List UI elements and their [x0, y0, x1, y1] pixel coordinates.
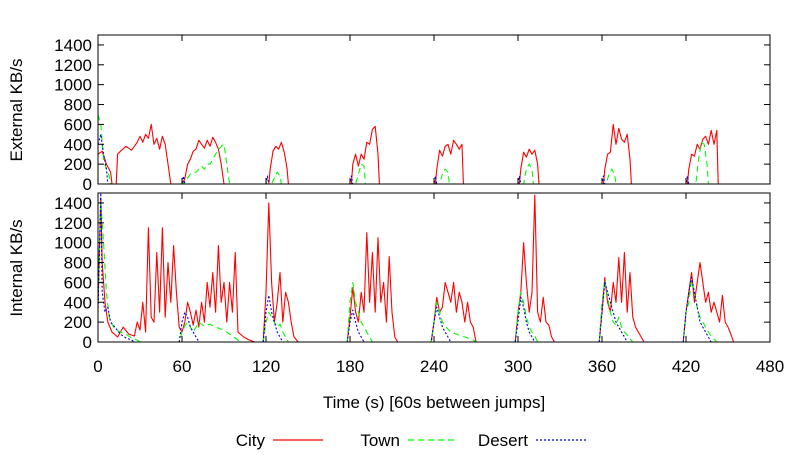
x-axis-label: Time (s) [60s between jumps]: [323, 393, 545, 412]
y-tick-label-internal: 800: [64, 254, 92, 273]
y-tick-label-external: 600: [64, 115, 92, 134]
series-line-external-city: [98, 123, 770, 184]
series-group-external: [98, 114, 770, 184]
y-tick-label-external: 1000: [54, 76, 92, 95]
y-tick-label-internal: 1400: [54, 194, 92, 213]
legend-label-city: City: [236, 431, 266, 450]
y-tick-label-external: 1400: [54, 36, 92, 55]
x-tick-label: 240: [420, 357, 448, 376]
x-tick-label: 180: [336, 357, 364, 376]
x-tick-label: 480: [756, 357, 784, 376]
y-tick-label-external: 0: [83, 175, 92, 194]
x-tick-label: 120: [252, 357, 280, 376]
y-tick-label-internal: 600: [64, 273, 92, 292]
y-tick-label-internal: 0: [83, 333, 92, 352]
y-tick-label-internal: 400: [64, 293, 92, 312]
y-axis-label-external: External KB/s: [7, 59, 26, 162]
x-tick-label: 60: [173, 357, 192, 376]
x-tick-label: 360: [588, 357, 616, 376]
series-group-internal: [98, 193, 770, 342]
series-line-internal-desert: [98, 193, 770, 342]
series-line-internal-city: [98, 194, 770, 342]
legend-label-town: Town: [360, 431, 400, 450]
legend: City Town Desert: [236, 431, 586, 450]
x-tick-label: 0: [93, 357, 102, 376]
y-tick-label-external: 800: [64, 96, 92, 115]
legend-label-desert: Desert: [478, 431, 528, 450]
y-tick-label-external: 200: [64, 155, 92, 174]
series-line-internal-town: [98, 202, 770, 342]
y-tick-label-internal: 1000: [54, 234, 92, 253]
plot-frame-external: [97, 34, 771, 185]
x-tick-label: 300: [504, 357, 532, 376]
y-axis-label-internal: Internal KB/s: [7, 219, 26, 316]
y-tick-label-external: 400: [64, 135, 92, 154]
y-tick-label-external: 1200: [54, 56, 92, 75]
y-tick-label-internal: 200: [64, 313, 92, 332]
x-tick-label: 420: [672, 357, 700, 376]
series-line-external-town: [98, 114, 770, 184]
y-tick-label-internal: 1200: [54, 214, 92, 233]
